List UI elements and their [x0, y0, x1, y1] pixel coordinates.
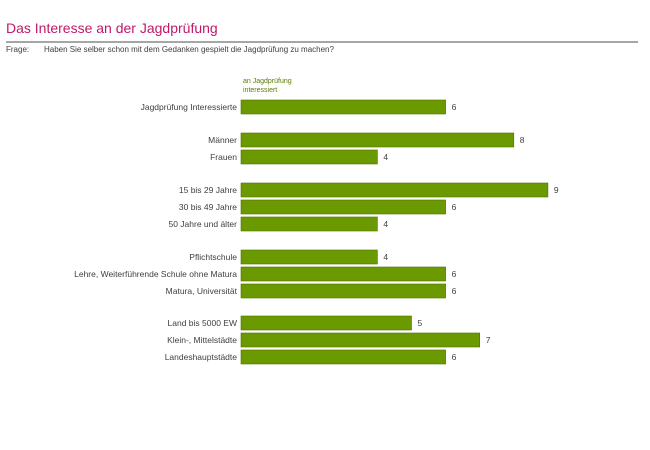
value-label: 6 — [452, 202, 457, 212]
chart-title: Das Interesse an der Jagdprüfung — [6, 20, 218, 36]
bar — [240, 199, 446, 215]
question-label: Frage: — [6, 45, 30, 54]
bar — [240, 283, 446, 299]
category-label: Klein-, Mittelstädte — [167, 335, 237, 345]
title-divider — [6, 41, 638, 43]
value-label: 4 — [383, 252, 388, 262]
value-label: 8 — [520, 135, 525, 145]
value-label: 5 — [418, 318, 423, 328]
bar — [240, 182, 549, 198]
category-label: Männer — [208, 135, 237, 145]
bar — [240, 249, 378, 265]
category-label: Matura, Universität — [166, 286, 238, 296]
category-label: Landeshauptstädte — [165, 352, 238, 362]
series-label: an Jagdprüfung interessiert — [243, 78, 292, 94]
category-label: 50 Jahre und älter — [168, 219, 237, 229]
bar — [240, 132, 515, 148]
value-label: 6 — [452, 286, 457, 296]
category-label: Frauen — [210, 152, 237, 162]
bar — [240, 216, 378, 232]
value-label: 6 — [452, 269, 457, 279]
bar — [240, 149, 378, 165]
value-label: 6 — [452, 352, 457, 362]
value-label: 9 — [554, 185, 559, 195]
question-text: Haben Sie selber schon mit dem Gedanken … — [44, 45, 334, 54]
category-label: Jagdprüfung Interessierte — [141, 102, 238, 112]
bar — [240, 332, 480, 348]
category-label: 30 bis 49 Jahre — [179, 202, 237, 212]
bar — [240, 349, 446, 365]
value-label: 6 — [452, 102, 457, 112]
bar — [240, 266, 446, 282]
category-label: Land bis 5000 EW — [168, 318, 237, 328]
category-label: 15 bis 29 Jahre — [179, 185, 237, 195]
value-label: 4 — [383, 152, 388, 162]
category-label: Pflichtschule — [189, 252, 237, 262]
category-label: Lehre, Weiterführende Schule ohne Matura — [74, 269, 237, 279]
bar — [240, 99, 446, 115]
bar — [240, 315, 412, 331]
value-label: 4 — [383, 219, 388, 229]
value-label: 7 — [486, 335, 491, 345]
